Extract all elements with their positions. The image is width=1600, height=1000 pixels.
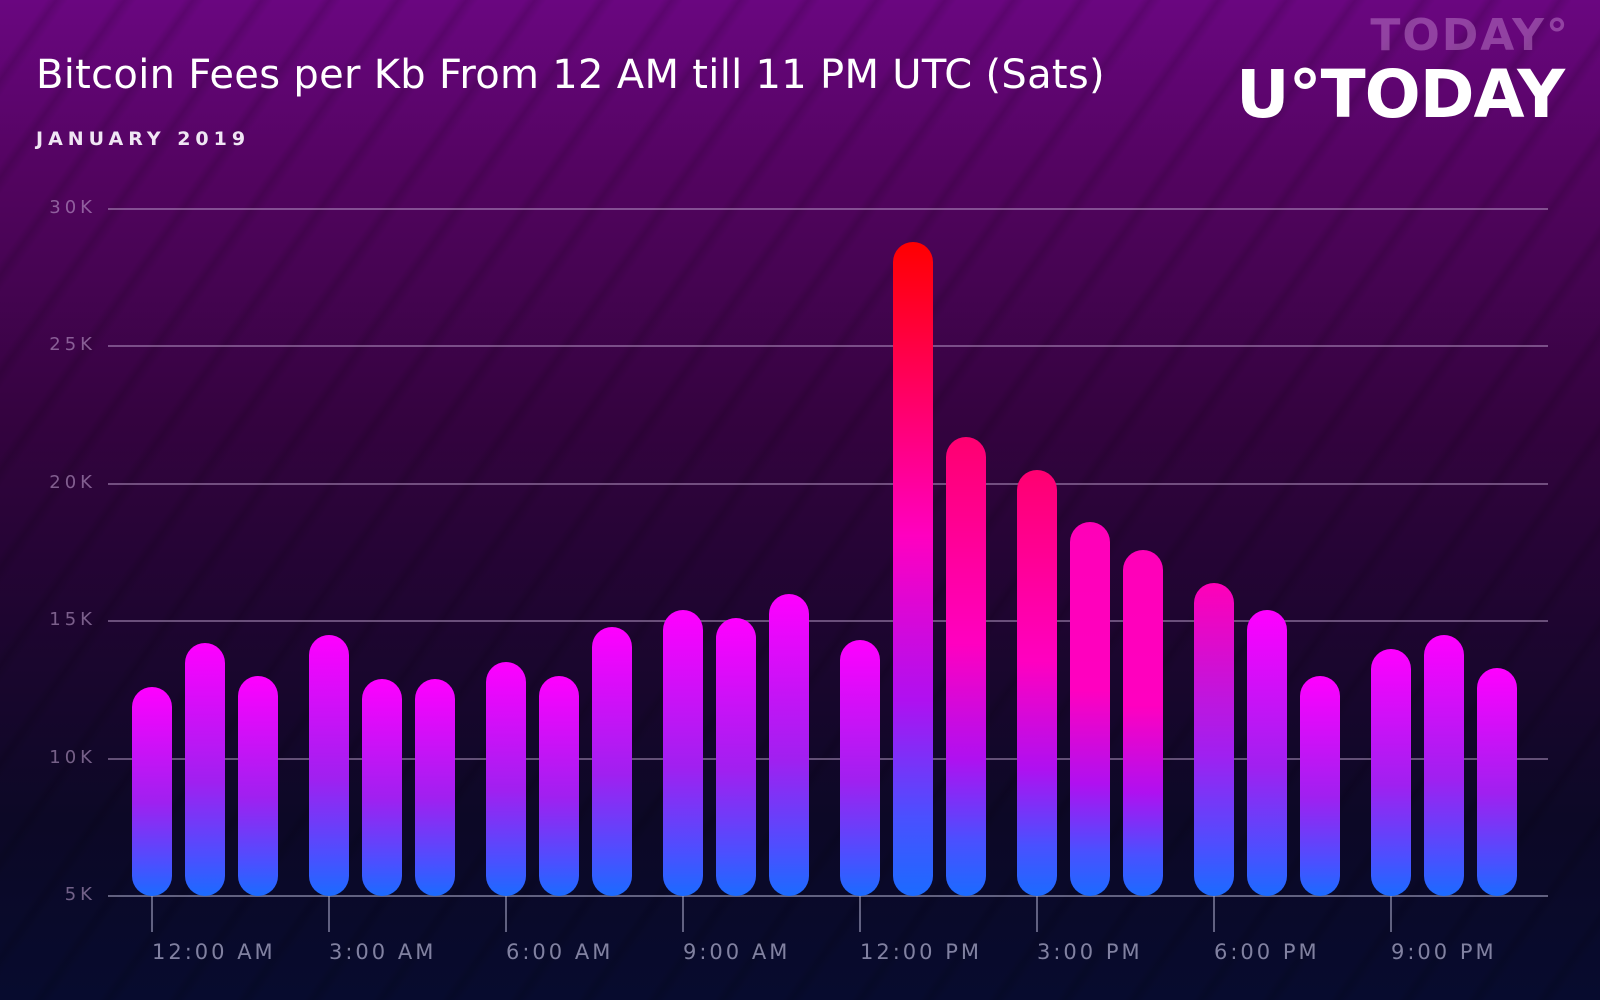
x-axis-label: 6:00 AM xyxy=(506,940,614,964)
y-axis-label: 30K xyxy=(49,197,96,218)
bar-1-am xyxy=(185,643,225,896)
bar-9-pm xyxy=(1371,648,1411,896)
bar-8-am xyxy=(592,626,632,896)
x-axis-tick xyxy=(859,896,861,932)
bar-5-pm xyxy=(1123,549,1163,896)
bar-7-pm xyxy=(1247,610,1287,896)
chart-title: Bitcoin Fees per Kb From 12 AM till 11 P… xyxy=(36,52,1105,98)
y-axis-label: 15K xyxy=(49,609,96,631)
x-axis-label: 9:00 AM xyxy=(683,940,791,964)
bar-5-am xyxy=(415,678,455,896)
x-axis-tick xyxy=(1213,896,1215,932)
x-axis-label: 3:00 AM xyxy=(329,940,437,964)
chart-subtitle: JANUARY 2019 xyxy=(36,128,251,150)
gridline xyxy=(108,757,1548,760)
bar-4-pm xyxy=(1070,522,1110,896)
bar-1-pm xyxy=(893,241,933,896)
bar-2-am xyxy=(238,676,278,896)
x-axis-label: 12:00 AM xyxy=(152,940,276,964)
logo-watermark: TODAY° xyxy=(1370,10,1570,61)
x-axis-tick xyxy=(328,896,330,932)
x-axis-tick xyxy=(1390,896,1392,932)
y-axis-label: 5K xyxy=(64,884,96,905)
x-axis-tick xyxy=(682,896,684,932)
bar-11-am xyxy=(769,593,809,896)
gridline xyxy=(108,895,1548,897)
bar-6-pm xyxy=(1194,582,1234,896)
gridline xyxy=(108,482,1548,485)
y-axis-label: 20K xyxy=(49,471,96,493)
y-axis-label: 25K xyxy=(49,334,96,356)
bar-2-pm xyxy=(946,437,986,896)
x-axis-tick xyxy=(505,896,507,932)
bar-10-am xyxy=(716,618,756,896)
x-axis-tick xyxy=(1036,896,1038,932)
y-axis-label: 10K xyxy=(49,746,96,768)
bar-3-pm xyxy=(1017,470,1057,896)
u-today-logo: U°TODAY xyxy=(1236,56,1565,133)
bar-8-pm xyxy=(1300,676,1340,896)
x-axis-label: 6:00 PM xyxy=(1214,940,1320,964)
bar-9-am xyxy=(663,610,703,896)
bar-7-am xyxy=(539,676,579,896)
bar-6-am xyxy=(486,662,526,896)
x-axis-label: 3:00 PM xyxy=(1037,940,1143,964)
bar-12-am xyxy=(132,687,172,896)
bar-3-am xyxy=(309,634,349,896)
x-axis-tick xyxy=(151,896,153,932)
gridline xyxy=(108,208,1548,210)
gridline xyxy=(108,620,1548,623)
x-axis-label: 12:00 PM xyxy=(860,940,982,964)
bar-11-pm xyxy=(1477,667,1517,896)
bar-4-am xyxy=(362,678,402,896)
x-axis-label: 9:00 PM xyxy=(1391,940,1497,964)
bar-10-pm xyxy=(1424,634,1464,896)
gridline xyxy=(108,345,1548,348)
bar-12-pm xyxy=(840,640,880,896)
